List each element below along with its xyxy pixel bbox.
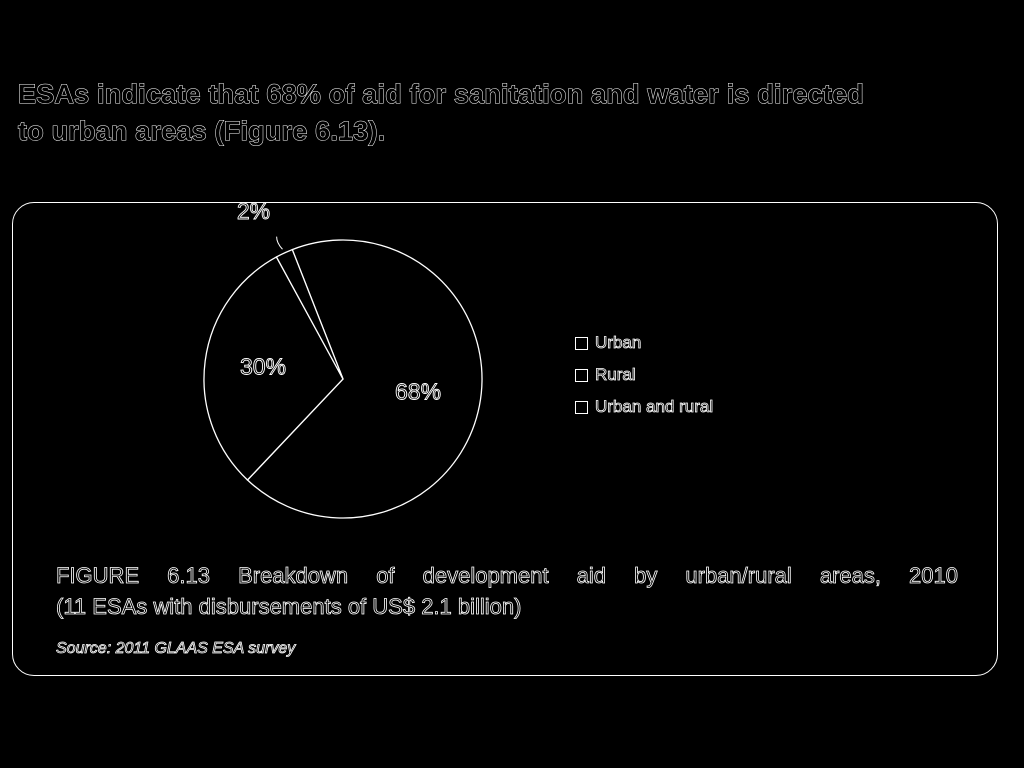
headline: ESAs indicate that 68% of aid for sanita… (18, 76, 998, 150)
figure-source: Source: 2011 GLAAS ESA survey (56, 640, 296, 658)
pie-label-urban: 68% (395, 379, 441, 405)
figure-caption: FIGURE 6.13 Breakdown of development aid… (56, 560, 959, 622)
chart-legend: Urban Rural Urban and rural (575, 327, 714, 423)
figure-panel (12, 202, 998, 676)
pie-leader-line (276, 236, 283, 250)
headline-line-1: ESAs indicate that 68% of aid for sanita… (18, 79, 865, 110)
pie-slice-urban (246, 239, 483, 519)
legend-swatch (575, 336, 588, 350)
pie-label-rural: 30% (240, 354, 286, 380)
headline-line-2: to urban areas (Figure 6.13). (18, 116, 386, 147)
caption-line-2: (11 ESAs with disbursements of US$ 2.1 b… (56, 594, 522, 620)
legend-label: Rural (595, 365, 636, 385)
pie-label-urban-and-rural: 2% (237, 198, 270, 224)
caption-line-1: FIGURE 6.13 Breakdown of development aid… (56, 563, 959, 589)
legend-item-rural: Rural (575, 359, 713, 391)
legend-label: Urban (595, 333, 642, 353)
pie-slice-rural (203, 256, 344, 481)
legend-label: Urban and rural (595, 397, 714, 417)
legend-item-urban-and-rural: Urban and rural (575, 391, 714, 423)
pie-slice-urban-and-rural (275, 248, 344, 380)
legend-item-urban: Urban (575, 327, 713, 359)
legend-swatch (575, 400, 588, 414)
legend-swatch (575, 368, 588, 382)
